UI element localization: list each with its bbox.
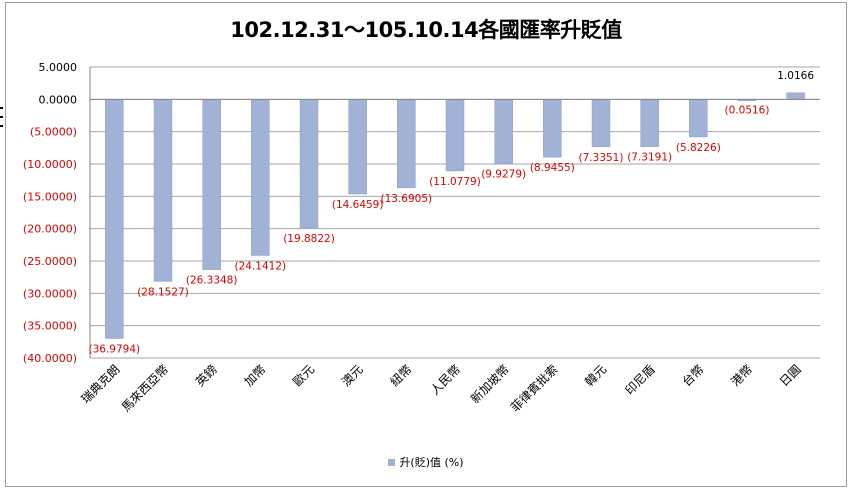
y-tick-label: (20.0000) [23, 223, 77, 236]
legend: 升(貶)值 (%) [0, 454, 852, 470]
bar [543, 99, 562, 158]
data-label: (11.0779) [429, 176, 481, 188]
bar [689, 99, 708, 138]
data-label: (36.9794) [89, 343, 141, 355]
data-label: (13.6905) [381, 193, 433, 205]
x-tick-label: 韓元 [582, 362, 609, 389]
y-tick-label: (5.0000) [30, 126, 77, 139]
y-tick-label: 0.0000 [39, 93, 78, 106]
bar [397, 99, 416, 189]
bar [445, 99, 465, 172]
bar [153, 99, 173, 282]
edge-marks [0, 107, 3, 147]
data-label: (5.8226) [676, 142, 721, 154]
y-tick-label: (15.0000) [23, 190, 77, 203]
data-label: 1.0166 [777, 70, 814, 82]
bar [202, 99, 221, 270]
data-label: (0.0516) [725, 105, 770, 117]
bar [494, 99, 513, 164]
x-tick-label: 紐幣 [388, 362, 415, 389]
bar [105, 99, 124, 339]
x-tick-label: 日圓 [777, 362, 804, 389]
bar [348, 99, 367, 195]
y-tick-label: 5.0000 [39, 61, 78, 74]
x-tick-label: 馬來西亞幣 [119, 362, 171, 414]
x-tick-label: 港幣 [728, 362, 755, 389]
x-tick-label: 台幣 [679, 362, 707, 390]
data-label: (7.3191) [627, 152, 672, 164]
data-label: (8.9455) [530, 162, 575, 174]
bar [640, 99, 659, 147]
y-tick-label: (30.0000) [23, 287, 77, 300]
x-tick-label: 澳元 [339, 362, 366, 389]
data-label: (7.3351) [579, 152, 624, 164]
x-tick-label: 瑞典克朗 [79, 362, 123, 406]
bar [786, 92, 805, 100]
y-tick-label: (10.0000) [23, 158, 77, 171]
data-label: (24.1412) [235, 260, 287, 272]
bar [251, 99, 270, 256]
x-tick-label: 印尼盾 [622, 362, 657, 397]
bar [299, 99, 319, 229]
legend-label: 升(貶)值 (%) [399, 456, 464, 469]
chart-title: 102.12.31～105.10.14各國匯率升貶值 [230, 18, 622, 42]
data-label: (14.6459) [332, 199, 384, 211]
data-label: (9.9279) [481, 169, 526, 181]
legend-swatch [388, 458, 396, 466]
x-tick-label: 新加坡幣 [467, 362, 512, 407]
chart-frame [5, 2, 847, 487]
x-tick-label: 英鎊 [192, 362, 220, 390]
y-tick-label: (35.0000) [23, 320, 77, 333]
data-label: (19.8822) [283, 233, 335, 245]
bar [591, 99, 611, 148]
data-label: (26.3348) [186, 275, 238, 287]
x-tick-label: 人民幣 [428, 362, 463, 397]
x-tick-label: 菲律賓批索 [507, 362, 560, 415]
x-tick-label: 加幣 [242, 362, 269, 389]
x-tick-label: 歐元 [290, 362, 318, 390]
y-tick-label: (40.0000) [23, 352, 77, 365]
data-label: (28.1527) [137, 286, 189, 298]
y-tick-label: (25.0000) [23, 255, 77, 268]
